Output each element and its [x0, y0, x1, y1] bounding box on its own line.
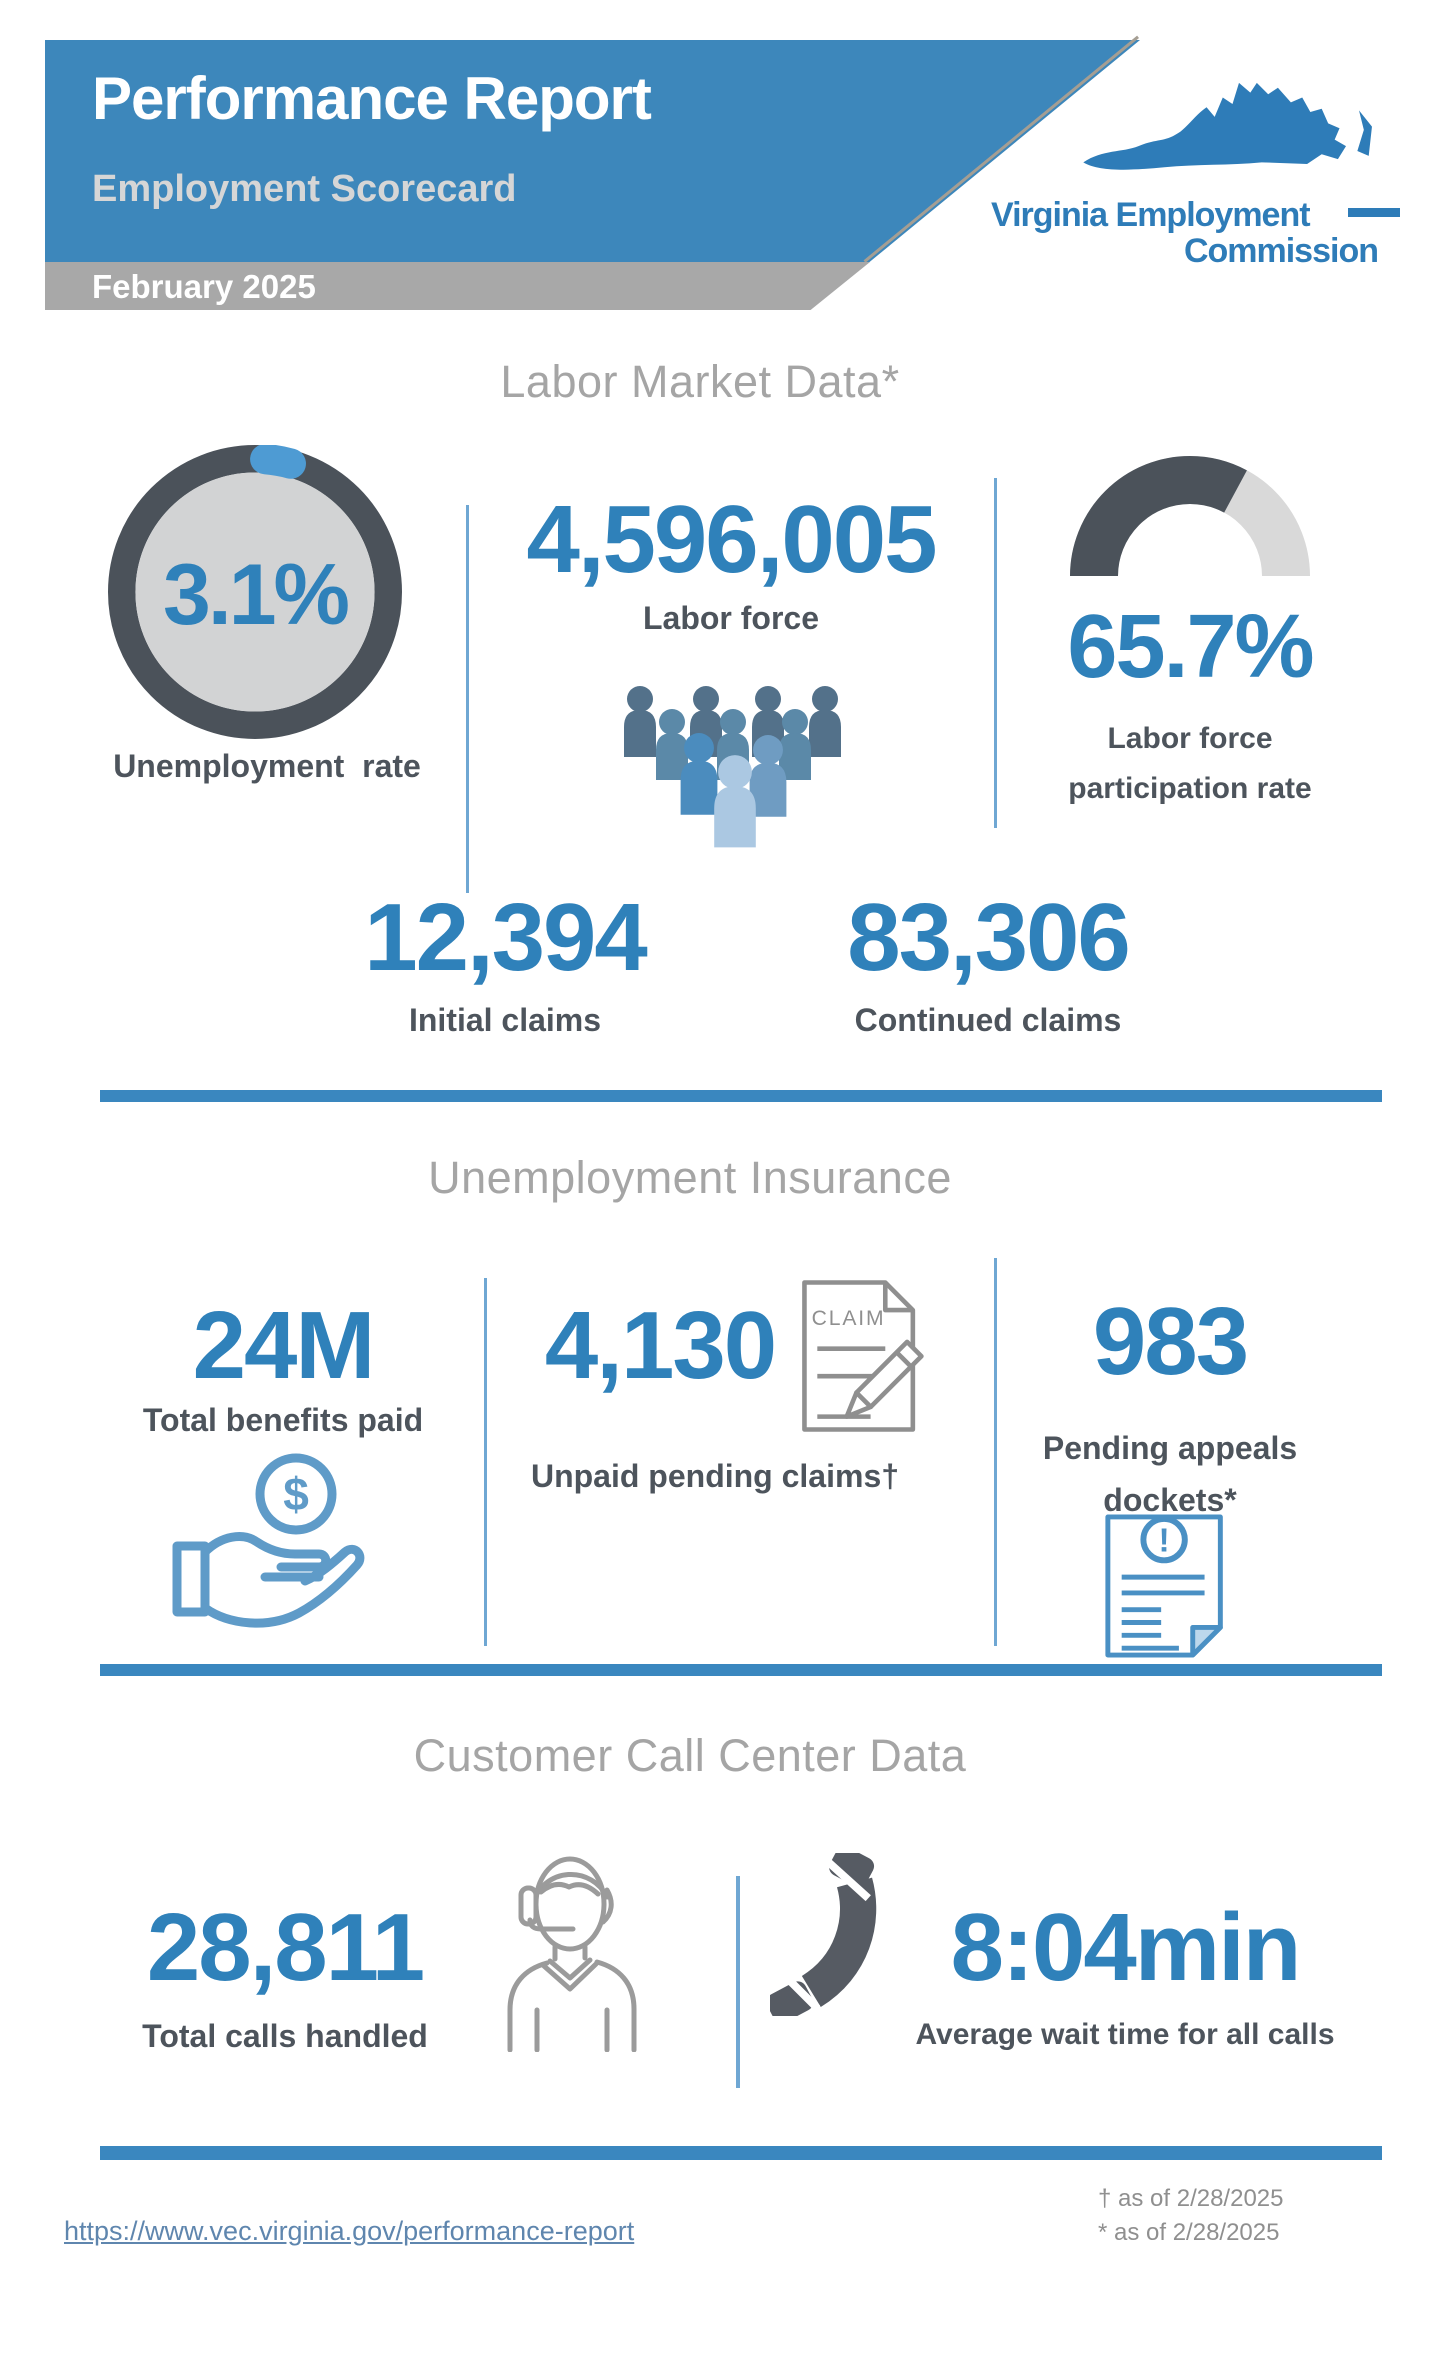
donut-progress-arc [108, 445, 402, 739]
logo-text-line2: Commission [1183, 232, 1379, 270]
wait-time-value: 8:04min [950, 1894, 1302, 2001]
vertical-divider [484, 1278, 487, 1646]
unpaid-claims-value: 4,130 [544, 1292, 777, 1399]
benefits-paid-label: Total benefits paid [142, 1402, 424, 1438]
benefits-paid-value: 24M [192, 1292, 376, 1399]
phone-icon [770, 1853, 877, 2016]
vertical-divider [994, 1258, 997, 1646]
wait-time-label: Average wait time for all calls [915, 2018, 1335, 2051]
participation-label-line2: participation rate [1068, 772, 1312, 805]
logo-text-line1: Virginia Employment [991, 196, 1311, 234]
appeals-label-line1: Pending appeals [1042, 1430, 1298, 1466]
logo-underline [1348, 208, 1400, 217]
calls-handled-value: 28,811 [146, 1894, 425, 2001]
participation-label-line1: Labor force [1107, 722, 1273, 755]
participation-rate-value: 65.7% [1067, 597, 1314, 697]
continued-claims-value: 83,306 [847, 884, 1131, 991]
hand-dollar-icon: $ [172, 1453, 365, 1628]
unpaid-claims-label: Unpaid pending claims† [530, 1458, 900, 1494]
participation-gauge-icon [1070, 456, 1310, 577]
section-title-call-center: Customer Call Center Data [413, 1730, 967, 1781]
appeals-document-icon: ! [1105, 1514, 1223, 1658]
unemployment-rate-label: Unemployment rate [113, 748, 421, 784]
section-divider-bar [100, 1090, 1382, 1102]
appeals-dockets-value: 983 [1092, 1288, 1249, 1395]
dollar-symbol: $ [283, 1468, 309, 1520]
vertical-divider [466, 505, 469, 893]
calls-handled-label: Total calls handled [142, 2018, 428, 2054]
labor-force-value: 4,596,005 [526, 486, 937, 593]
section-title-unemployment-insurance: Unemployment Insurance [428, 1152, 952, 1203]
unemployment-rate-value: 3.1% [162, 546, 350, 643]
section-divider-bar [100, 1664, 1382, 1676]
footnote-star: * as of 2/28/2025 [1098, 2219, 1280, 2246]
alert-exclamation: ! [1159, 1522, 1170, 1559]
footnote-dagger: † as of 2/28/2025 [1098, 2185, 1284, 2212]
period-banner [45, 262, 870, 310]
claim-doc-text: CLAIM [812, 1307, 886, 1330]
virginia-state-icon [1083, 82, 1372, 170]
labor-force-label: Labor force [642, 600, 820, 636]
donut-gauge-icon [108, 445, 402, 739]
people-group-icon [624, 686, 841, 848]
call-agent-icon [507, 1856, 637, 2052]
report-period: February 2025 [92, 268, 316, 305]
page-title: Performance Report [92, 65, 652, 132]
unemployment-gauge: 3.1% [108, 445, 402, 739]
vertical-divider [994, 478, 997, 828]
section-title-labor-market: Labor Market Data* [500, 356, 900, 407]
vertical-divider [736, 1876, 740, 2088]
initial-claims-label: Initial claims [408, 1002, 602, 1038]
initial-claims-value: 12,394 [364, 884, 648, 991]
participation-gauge-arc [1070, 456, 1310, 577]
claim-document-icon: CLAIM [802, 1280, 924, 1432]
report-link[interactable]: https://www.vec.virginia.gov/performance… [64, 2216, 635, 2246]
vec-logo: Virginia Employment Commission [985, 78, 1400, 273]
appeals-label-line2: dockets* [1103, 1482, 1237, 1518]
footnotes: † as of 2/28/2025 * as of 2/28/2025 [1098, 2182, 1338, 2250]
continued-claims-label: Continued claims [854, 1002, 1122, 1038]
page-subtitle: Employment Scorecard [92, 168, 517, 210]
section-divider-bar [100, 2146, 1382, 2160]
